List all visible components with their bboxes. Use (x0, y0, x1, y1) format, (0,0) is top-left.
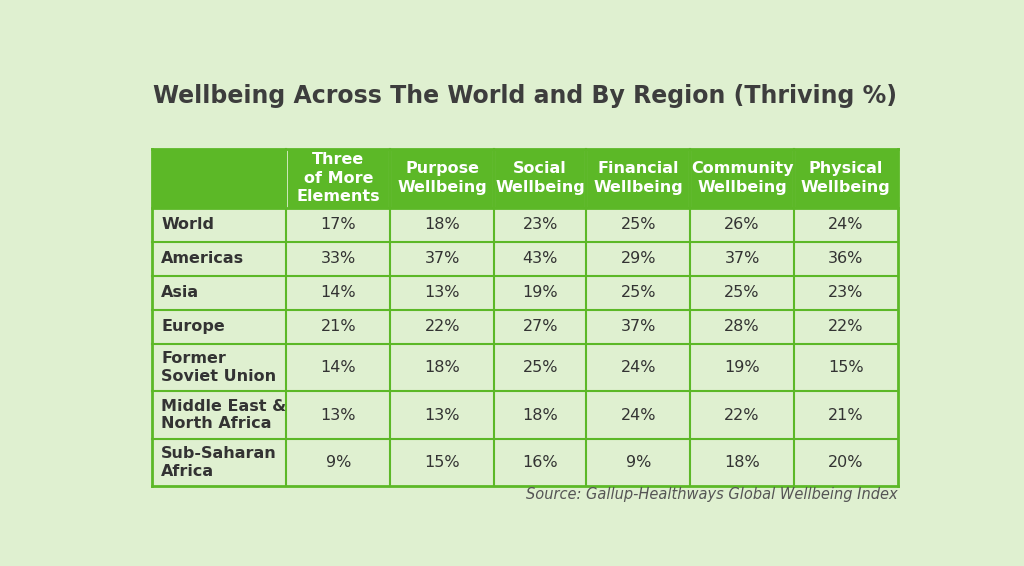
Text: 25%: 25% (724, 285, 760, 301)
Text: 23%: 23% (522, 217, 558, 233)
Bar (690, 208, 794, 242)
Bar (690, 276, 794, 310)
Bar (494, 310, 587, 344)
Text: 18%: 18% (424, 360, 460, 375)
Text: 37%: 37% (424, 251, 460, 267)
Text: 16%: 16% (522, 455, 558, 470)
Text: Physical
Wellbeing: Physical Wellbeing (801, 161, 891, 195)
Text: 25%: 25% (621, 217, 656, 233)
Bar (587, 276, 690, 310)
Text: Community
Wellbeing: Community Wellbeing (691, 161, 794, 195)
Text: 18%: 18% (724, 455, 760, 470)
Text: 43%: 43% (522, 251, 558, 267)
Text: Asia: Asia (162, 285, 200, 301)
Text: Purpose
Wellbeing: Purpose Wellbeing (397, 161, 487, 195)
Text: Wellbeing Across The World and By Region (Thriving %): Wellbeing Across The World and By Region… (153, 84, 897, 108)
Text: 15%: 15% (828, 360, 863, 375)
Bar (152, 310, 287, 344)
Text: 26%: 26% (724, 217, 760, 233)
Text: 25%: 25% (522, 360, 558, 375)
Text: Three
of More
Elements: Three of More Elements (297, 152, 380, 204)
Bar (794, 276, 898, 310)
Text: 13%: 13% (321, 408, 356, 423)
Bar (587, 242, 690, 276)
Text: 25%: 25% (621, 285, 656, 301)
Bar (690, 242, 794, 276)
Text: World: World (162, 217, 214, 233)
Text: 18%: 18% (522, 408, 558, 423)
Text: 22%: 22% (828, 319, 863, 335)
Text: 19%: 19% (522, 285, 558, 301)
Text: 28%: 28% (724, 319, 760, 335)
Text: 18%: 18% (424, 217, 460, 233)
Bar (390, 242, 494, 276)
Text: 22%: 22% (724, 408, 760, 423)
Bar (390, 310, 494, 344)
Bar (690, 310, 794, 344)
Text: Social
Wellbeing: Social Wellbeing (496, 161, 585, 195)
Text: Financial
Wellbeing: Financial Wellbeing (593, 161, 683, 195)
Bar (794, 242, 898, 276)
Text: 29%: 29% (621, 251, 656, 267)
Text: Source: Gallup-Healthways Global Wellbeing Index: Source: Gallup-Healthways Global Wellbei… (526, 487, 898, 501)
Text: 19%: 19% (724, 360, 760, 375)
Text: Europe: Europe (162, 319, 225, 335)
Bar (152, 276, 287, 310)
Bar (390, 276, 494, 310)
Text: 13%: 13% (424, 285, 460, 301)
Text: 14%: 14% (321, 285, 356, 301)
Bar (287, 276, 390, 310)
Text: Former
Soviet Union: Former Soviet Union (162, 351, 276, 384)
Bar (494, 276, 587, 310)
Bar (287, 208, 390, 242)
Bar (287, 242, 390, 276)
Text: Americas: Americas (162, 251, 245, 267)
Text: 14%: 14% (321, 360, 356, 375)
Text: 9%: 9% (626, 455, 651, 470)
Bar (494, 242, 587, 276)
Text: 27%: 27% (522, 319, 558, 335)
Text: 24%: 24% (828, 217, 863, 233)
Bar (794, 310, 898, 344)
Text: 20%: 20% (828, 455, 863, 470)
Text: Sub-Saharan
Africa: Sub-Saharan Africa (162, 447, 278, 479)
Bar (287, 310, 390, 344)
Text: 17%: 17% (321, 217, 356, 233)
Bar (494, 208, 587, 242)
Text: 23%: 23% (828, 285, 863, 301)
Text: 9%: 9% (326, 455, 351, 470)
Text: 24%: 24% (621, 360, 656, 375)
Text: 24%: 24% (621, 408, 656, 423)
Bar (587, 208, 690, 242)
Text: 37%: 37% (621, 319, 656, 335)
Text: 21%: 21% (828, 408, 863, 423)
Bar (152, 242, 287, 276)
Text: 36%: 36% (828, 251, 863, 267)
Text: 13%: 13% (424, 408, 460, 423)
Text: 37%: 37% (724, 251, 760, 267)
Text: 33%: 33% (321, 251, 356, 267)
Text: Middle East &
North Africa: Middle East & North Africa (162, 399, 287, 431)
Bar (390, 208, 494, 242)
Bar (587, 310, 690, 344)
Bar (794, 208, 898, 242)
Bar (152, 208, 287, 242)
Text: 22%: 22% (424, 319, 460, 335)
Text: 21%: 21% (321, 319, 356, 335)
Text: 15%: 15% (424, 455, 460, 470)
